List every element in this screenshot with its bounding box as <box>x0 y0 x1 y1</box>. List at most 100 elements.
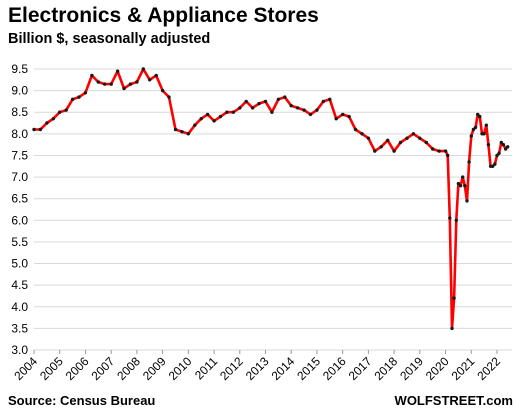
grid-lines <box>34 68 512 351</box>
x-tick-label: 2012 <box>217 354 246 383</box>
data-point <box>276 97 281 102</box>
x-tick-label: 2006 <box>63 354 92 383</box>
data-point <box>58 110 62 114</box>
x-tick-label: 2004 <box>11 354 40 383</box>
data-point <box>160 88 165 93</box>
y-tick-label: 5.0 <box>11 257 28 271</box>
x-tick-label: 2011 <box>192 354 220 382</box>
data-point <box>484 123 488 127</box>
x-tick-label: 2007 <box>89 354 118 383</box>
y-tick-label: 3.5 <box>11 321 28 335</box>
data-point <box>465 199 469 203</box>
data-point <box>180 130 184 134</box>
data-point <box>458 184 463 188</box>
x-tick-label: 2009 <box>140 354 169 383</box>
data-point <box>315 108 319 112</box>
data-point <box>231 110 235 114</box>
data-point <box>148 78 152 82</box>
data-point <box>257 101 261 106</box>
data-point <box>83 91 88 95</box>
data-point <box>225 110 229 114</box>
data-point <box>302 108 306 112</box>
data-point <box>373 149 377 153</box>
data-point <box>263 99 268 104</box>
data-point <box>386 138 390 142</box>
y-tick-label: 4.5 <box>11 278 28 292</box>
x-tick-label: 2021 <box>449 354 478 383</box>
data-point <box>51 117 55 121</box>
data-point <box>328 97 332 102</box>
data-point <box>77 95 81 99</box>
data-point <box>503 147 508 151</box>
chart-subtitle: Billion $, seasonally adjusted <box>8 31 211 47</box>
y-tick-label: 5.5 <box>11 235 28 249</box>
data-point <box>186 132 190 136</box>
data-point <box>450 326 454 331</box>
data-point <box>497 151 501 155</box>
data-point <box>379 145 383 149</box>
x-tick-label: 2018 <box>371 354 400 383</box>
x-tick-label: 2010 <box>166 354 195 383</box>
y-tick-label: 6.5 <box>11 192 28 206</box>
x-tick-label: 2020 <box>423 354 452 383</box>
data-point <box>90 73 94 78</box>
data-point <box>334 117 338 121</box>
y-axis-ticks: 3.0 3.5 4.0 4.5 5.0 5.5 6.0 6.5 7.0 7.5 8.0 8.5 9.0 9… <box>11 62 28 357</box>
data-point <box>456 181 461 186</box>
data-point <box>321 99 326 104</box>
data-point <box>411 132 416 136</box>
data-point <box>289 104 293 108</box>
data-point <box>115 69 120 73</box>
x-tick-label: 2005 <box>37 354 66 383</box>
data-point <box>167 95 171 99</box>
data-point <box>491 164 495 168</box>
x-tick-label: 2014 <box>269 354 298 383</box>
data-point <box>443 149 448 153</box>
data-point <box>270 110 274 114</box>
data-point <box>424 140 428 145</box>
data-point <box>96 80 101 84</box>
y-tick-label: 9.0 <box>11 84 28 98</box>
data-point <box>70 97 75 102</box>
data-point <box>405 136 409 140</box>
y-tick-label: 7.5 <box>11 148 28 162</box>
chart-title: Electronics & Appliance Stores <box>8 4 319 27</box>
y-tick-label: 6.0 <box>11 213 28 227</box>
data-point <box>45 121 49 125</box>
data-point <box>154 73 158 78</box>
data-point <box>141 67 145 71</box>
data-point <box>109 82 113 86</box>
data-point <box>244 99 248 104</box>
data-point <box>501 143 506 147</box>
data-point <box>347 114 351 119</box>
data-point <box>431 147 435 151</box>
data-point <box>212 119 216 123</box>
data-point <box>64 108 68 112</box>
y-tick-label: 8.0 <box>11 127 28 141</box>
data-point <box>128 82 133 86</box>
data-point <box>486 143 491 147</box>
data-point <box>476 112 480 117</box>
data-point <box>360 132 364 136</box>
x-tick-label: 2013 <box>243 354 272 383</box>
data-point <box>103 82 107 86</box>
data-point <box>193 123 197 127</box>
data-point <box>283 95 287 99</box>
data-point <box>461 175 465 179</box>
y-tick-label: 9.5 <box>11 62 28 76</box>
y-tick-label: 7.0 <box>11 170 28 184</box>
data-point <box>353 127 358 132</box>
data-point <box>250 106 255 110</box>
x-tick-label: 2017 <box>346 354 375 383</box>
x-axis-ticks: 2004200520062007200820092010201120122013… <box>11 350 503 383</box>
x-tick-label: 2015 <box>294 354 323 383</box>
y-tick-label: 8.5 <box>11 105 28 119</box>
data-point <box>493 162 497 166</box>
data-point <box>38 127 43 132</box>
series-layer <box>32 67 510 331</box>
data-point <box>506 145 510 149</box>
data-point <box>452 296 456 300</box>
data-point <box>392 149 396 153</box>
data-point <box>446 153 450 158</box>
data-point <box>467 160 471 164</box>
